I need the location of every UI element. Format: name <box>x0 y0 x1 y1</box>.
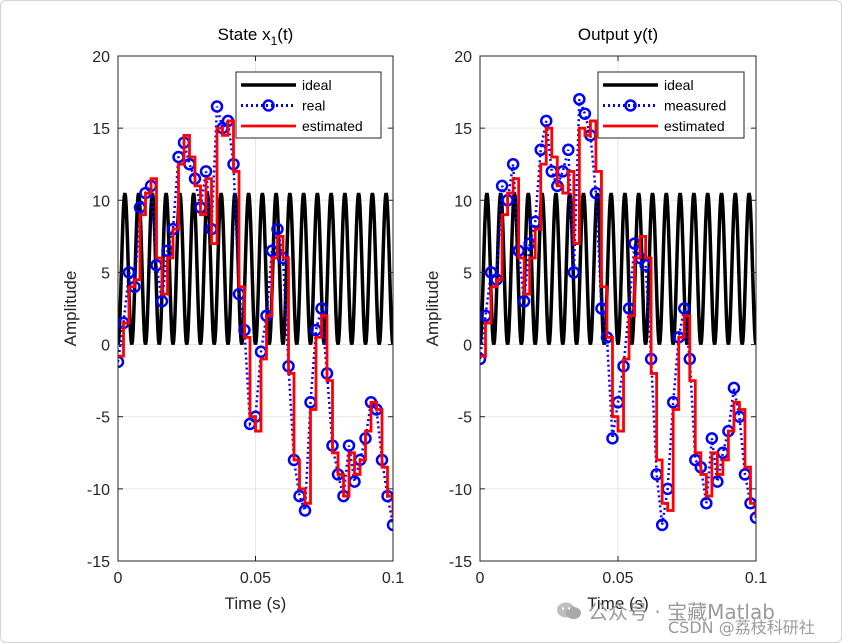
x-tick-label: 0.05 <box>240 570 271 587</box>
chart-title: State x1(t) <box>218 25 294 48</box>
series-point-real <box>315 302 328 315</box>
y-tick-label: 0 <box>463 338 472 355</box>
legend-label-real: real <box>302 98 325 114</box>
plot-output-y: 0 0.05 0.1 -15 -10 -5 0 5 10 15 20 Time (s) Amplitud… <box>423 25 767 613</box>
series-point-real <box>118 355 125 369</box>
series-point-measured <box>506 157 520 171</box>
series-point-measured <box>677 302 691 315</box>
legend-marker-real <box>262 99 275 112</box>
y-tick-label: 5 <box>463 265 472 282</box>
chart-title: Output y(t) <box>578 25 658 44</box>
y-tick-label: -10 <box>449 482 472 499</box>
series-point-measured <box>539 114 553 128</box>
series-point-measured <box>655 518 669 532</box>
series-point-measured <box>573 93 586 106</box>
legend-label-estimated: estimated <box>664 118 725 134</box>
series-point-measured <box>578 107 592 120</box>
series-point-real <box>271 222 284 236</box>
x-tick-label: 0 <box>114 570 123 587</box>
series-point-measured <box>705 432 719 445</box>
series-line-estimated <box>118 119 393 518</box>
series-line-ideal <box>480 192 756 345</box>
y-tick-label: 10 <box>454 193 472 210</box>
series-point-real <box>298 504 312 517</box>
x-tick-label: 0.1 <box>382 570 404 587</box>
y-axis-label: Amplitude <box>61 271 80 347</box>
legend-label-ideal: ideal <box>302 77 332 93</box>
y-tick-label: -10 <box>87 482 110 499</box>
series-point-real <box>342 439 356 452</box>
series-group <box>118 100 393 532</box>
plot-state-x1: 0 0.05 0.1 -15 -10 -5 0 5 10 15 20 Time (s) Amplitud… <box>61 25 404 613</box>
y-tick-label: 15 <box>92 121 110 138</box>
y-tick-label: 20 <box>454 49 472 66</box>
y-tick-label: -15 <box>87 554 110 571</box>
series-point-measured <box>606 432 619 445</box>
series-point-real <box>155 295 169 308</box>
legend: ideal real estimated <box>235 71 382 139</box>
csdn-watermark: CSDN @荔枝科研社 <box>668 618 815 637</box>
series-point-real <box>199 165 213 178</box>
series-line-measured <box>480 98 756 526</box>
legend-label-estimated: estimated <box>302 118 363 134</box>
x-axis-label: Time (s) <box>587 594 649 613</box>
x-axis-label: Time (s) <box>225 594 287 613</box>
y-tick-label: 10 <box>92 193 110 210</box>
series-point-measured <box>480 352 487 366</box>
y-tick-label: -5 <box>96 410 110 427</box>
wechat-watermark-text: 公众号 · 宝藏Matlab <box>588 600 775 624</box>
series-point-measured <box>700 497 713 510</box>
wechat-icon <box>556 601 582 621</box>
series-point-measured <box>495 179 509 193</box>
x-tick-label: 0 <box>476 570 485 587</box>
y-axis-label: Amplitude <box>423 271 442 347</box>
x-tick-label: 0.05 <box>602 570 633 587</box>
y-tick-label: -15 <box>449 554 472 571</box>
series-point-real <box>122 266 136 279</box>
series-point-real <box>386 518 393 532</box>
legend-label-measured: measured <box>664 98 726 114</box>
legend-label-ideal: ideal <box>664 77 694 93</box>
y-tick-label: 0 <box>101 338 110 355</box>
series-group <box>480 93 756 532</box>
wechat-watermark: 公众号 · 宝藏Matlab <box>556 596 775 625</box>
series-point-measured <box>567 266 581 279</box>
legend: ideal measured estimated <box>597 71 745 139</box>
series-line-ideal <box>118 192 393 345</box>
series-point-real <box>210 100 224 113</box>
y-tick-label: 20 <box>92 49 110 66</box>
y-tick-label: 15 <box>454 121 472 138</box>
series-point-measured <box>517 295 531 308</box>
x-tick-label: 0.1 <box>745 570 767 587</box>
legend-marker-measured <box>624 99 637 112</box>
series-point-measured <box>749 511 756 524</box>
y-tick-label: 5 <box>101 265 110 282</box>
series-point-measured <box>562 143 575 157</box>
series-line-estimated <box>480 119 756 518</box>
series-point-measured <box>727 381 741 395</box>
y-tick-label: -5 <box>458 410 472 427</box>
